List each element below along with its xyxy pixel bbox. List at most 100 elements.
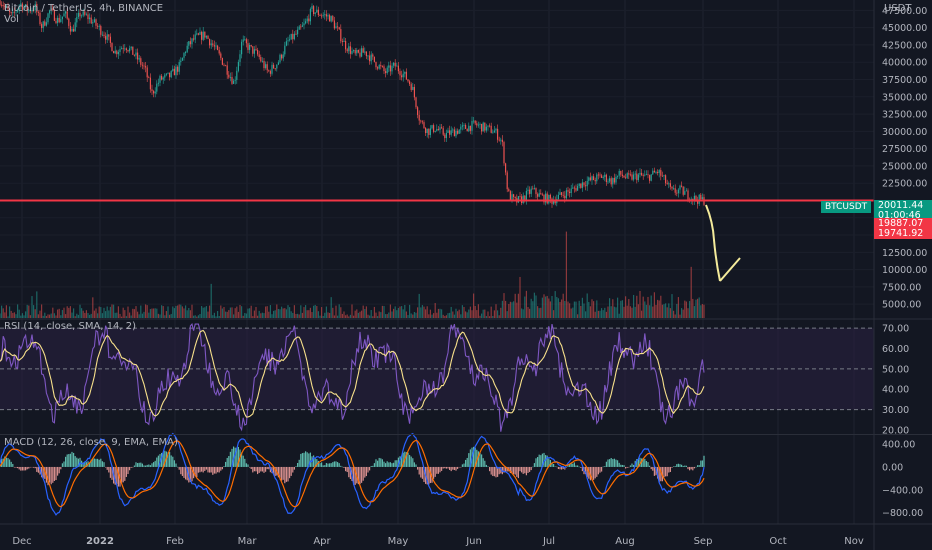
volume-bar [335, 305, 337, 318]
volume-bar [63, 307, 65, 318]
macd-histogram-bar [570, 463, 572, 467]
volume-bar [367, 314, 369, 318]
candle-body [697, 200, 699, 204]
macd-histogram-bar [668, 466, 670, 473]
volume-bar [657, 299, 659, 318]
volume-bar [263, 313, 265, 318]
volume-bar [471, 310, 473, 318]
macd-histogram-bar [401, 455, 403, 467]
volume-label[interactable]: Vol [4, 14, 19, 25]
macd-histogram-bar [269, 466, 271, 473]
volume-bar [90, 313, 92, 318]
volume-bar [386, 314, 388, 318]
volume-bar [364, 309, 366, 318]
candle-body [71, 29, 73, 32]
macd-histogram-bar [521, 466, 523, 473]
macd-histogram-bar [628, 466, 630, 468]
candle-body [425, 128, 427, 134]
volume-bar [649, 305, 651, 318]
candle-body [377, 67, 379, 69]
candle-body [50, 8, 52, 11]
macd-histogram-bar [98, 459, 100, 467]
candle-body [74, 22, 76, 32]
macd-histogram-bar [63, 461, 65, 467]
volume-bar [669, 308, 671, 318]
candle-body [389, 65, 391, 72]
volume-bar [207, 311, 209, 318]
candle-body [543, 194, 545, 203]
candle-body [394, 62, 396, 67]
volume-bar [284, 308, 286, 318]
candle-body [599, 174, 601, 176]
volume-bar [213, 312, 215, 318]
candle-body [444, 134, 446, 139]
macd-histogram-bar [105, 466, 107, 468]
candle-body [380, 65, 382, 67]
rsi-tick: 70.00 [882, 324, 909, 335]
candle-body [567, 190, 569, 192]
macd-histogram-bar [562, 466, 564, 469]
macd-histogram-bar [674, 466, 676, 467]
volume-bar [445, 315, 447, 318]
macd-histogram-bar [372, 465, 374, 467]
volume-bar [599, 310, 601, 318]
candle-body [149, 77, 151, 90]
candle-body [26, 4, 28, 12]
candle-body [477, 124, 479, 126]
rsi-label[interactable]: RSI (14, close, SMA, 14, 2) [4, 321, 137, 332]
macd-histogram-bar [290, 466, 292, 476]
projection-arrow[interactable] [705, 204, 741, 282]
macd-histogram-bar [301, 453, 303, 467]
volume-bar [332, 307, 334, 318]
volume-bar [164, 315, 166, 318]
volume-bar [74, 316, 76, 318]
candle-body [532, 188, 534, 190]
volume-bar [370, 310, 372, 318]
macd-histogram-bar [143, 465, 145, 467]
macd-histogram-bar [321, 462, 323, 467]
volume-bar [609, 298, 611, 318]
volume-bar [437, 308, 439, 318]
candle-body [537, 194, 539, 197]
candle-body [191, 38, 193, 45]
volume-bar [316, 306, 318, 318]
volume-bar [362, 305, 364, 318]
macd-histogram-bar [388, 462, 390, 467]
time-tick-2022: 2022 [86, 536, 114, 547]
candle-body [337, 26, 339, 28]
candle-body [284, 45, 286, 55]
chart-title[interactable]: Bitcoin / TetherUS, 4h, BINANCE [4, 3, 164, 14]
macd-histogram-bar [116, 466, 118, 484]
candle-body [657, 171, 659, 173]
candle-body [159, 75, 161, 83]
volume-bar [132, 308, 134, 318]
candle-body [145, 66, 147, 68]
candle-body [458, 129, 460, 134]
volume-bar [154, 308, 156, 318]
time-tick-jul: Jul [542, 536, 555, 547]
candle-body [127, 50, 129, 52]
candle-body [359, 52, 361, 57]
macd-histogram-bar [509, 466, 511, 474]
macd-histogram-bar [511, 466, 513, 474]
candle-body [684, 191, 686, 195]
volume-bar [545, 296, 547, 318]
volume-bar [628, 299, 630, 318]
volume-bar [210, 283, 212, 318]
macd-histogram-bar [114, 466, 116, 485]
macd-histogram-bar [437, 466, 439, 474]
candle-body [676, 192, 678, 194]
volume-bar [41, 304, 43, 318]
volume-bar [114, 312, 116, 318]
candle-body [410, 84, 412, 90]
volume-bar [183, 308, 185, 318]
macd-series [0, 432, 705, 516]
candle-body [415, 97, 417, 108]
price-tick: 27500.00 [882, 144, 927, 155]
candle-body [61, 16, 63, 20]
candle-body [453, 129, 455, 137]
volume-bar [124, 310, 126, 318]
volume-bar [276, 304, 278, 318]
macd-label[interactable]: MACD (12, 26, close, 9, EMA, EMA) [4, 437, 178, 448]
